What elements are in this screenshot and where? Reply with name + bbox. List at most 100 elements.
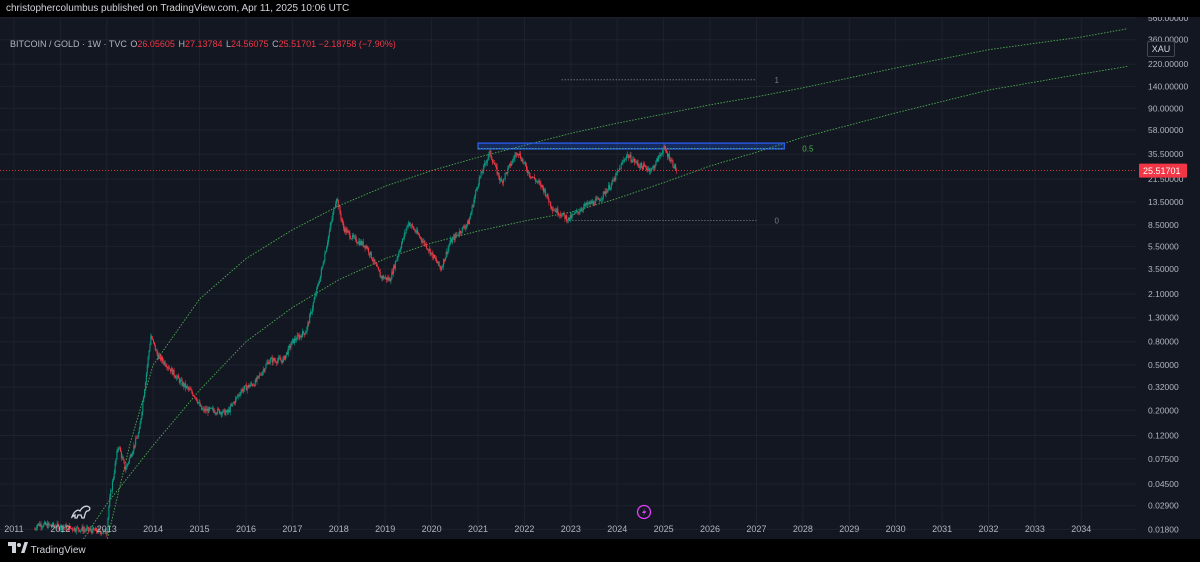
price-chart[interactable]: 10.50 560.00000360.00000220.00000140.000… <box>0 13 1200 542</box>
candle-body <box>102 530 105 533</box>
candle-body <box>526 165 528 170</box>
candle-body <box>375 262 377 265</box>
candle-body <box>246 387 248 391</box>
candle-body <box>88 529 90 531</box>
candle-body <box>357 243 359 244</box>
candle-body <box>330 222 332 226</box>
candle-body <box>189 388 191 390</box>
candle-body <box>134 445 136 446</box>
candle-body <box>58 525 60 530</box>
candle-body <box>66 526 68 530</box>
candle-body <box>604 191 606 195</box>
candle-body <box>124 462 126 471</box>
candle-body <box>94 528 97 531</box>
candle-body <box>398 252 400 256</box>
candle-body <box>641 163 643 167</box>
candle-body <box>360 241 362 246</box>
candle-body <box>120 451 122 458</box>
candle-body <box>160 355 162 361</box>
candle-body <box>188 388 190 390</box>
candle-body <box>335 199 338 204</box>
y-tick-label: 90.00000 <box>1148 103 1184 113</box>
candle-body <box>348 231 350 233</box>
candle-body <box>535 181 537 182</box>
high-value: 27.13784 <box>184 39 223 49</box>
candle-body <box>484 163 486 165</box>
candle-body <box>225 412 227 415</box>
candle-body <box>295 340 297 341</box>
candle-body <box>247 385 249 388</box>
candle-body <box>395 260 397 262</box>
candle-body <box>197 402 199 403</box>
candle-body <box>233 401 235 404</box>
candle-body <box>116 450 118 459</box>
candle-body <box>54 526 56 528</box>
candle-body <box>96 531 98 533</box>
candle-body <box>515 152 517 156</box>
currency-button[interactable]: XAU <box>1147 41 1175 57</box>
candle-body <box>89 528 91 530</box>
lightning-icon[interactable] <box>636 504 652 520</box>
candle-body <box>253 385 255 386</box>
candle-body <box>459 230 462 234</box>
candle-body <box>152 338 154 340</box>
candle-body <box>627 154 629 159</box>
candle-body <box>611 180 613 184</box>
candle-body <box>508 165 510 168</box>
candle-body <box>652 166 654 168</box>
x-tick-label: 2028 <box>793 524 813 534</box>
candle-body <box>517 153 519 156</box>
candle-body <box>208 407 210 413</box>
candle-body <box>161 357 163 361</box>
candle-body <box>572 214 574 215</box>
candle-body <box>200 405 202 407</box>
candle-body <box>194 395 196 398</box>
candle-body <box>85 529 87 531</box>
candle-body <box>76 527 78 532</box>
candle-body <box>544 189 546 196</box>
candle-body <box>663 146 665 150</box>
candle-body <box>577 211 579 214</box>
candle-body <box>53 526 55 527</box>
candle-body <box>212 408 214 411</box>
candle-body <box>575 210 578 213</box>
candle-body <box>365 245 367 249</box>
candle-body <box>362 241 364 247</box>
open-key: O <box>130 39 138 49</box>
trend-curves <box>83 28 1128 542</box>
candle-body <box>643 164 645 166</box>
candle-body <box>69 525 72 529</box>
candle-body <box>59 528 61 530</box>
candle-body <box>483 164 485 172</box>
candle-body <box>261 372 263 375</box>
candle-body <box>43 523 45 527</box>
candle-body <box>169 368 171 370</box>
candle-body <box>559 214 562 216</box>
candle-body <box>301 331 304 338</box>
candle-body <box>617 170 619 174</box>
candle-body <box>339 206 341 213</box>
candle-body <box>588 202 590 204</box>
candle-body <box>529 175 531 177</box>
chart-pane[interactable]: 1 0.5 0 560.00000 360.00000 220.00000 140.000… <box>0 13 1200 542</box>
candle-body <box>385 277 387 280</box>
candle-body <box>584 203 587 206</box>
candle-body <box>107 517 109 531</box>
candle-body <box>439 265 441 268</box>
candle-body <box>466 224 468 227</box>
candle-body <box>548 198 550 203</box>
candle-body <box>364 245 366 249</box>
price-axis[interactable] <box>1137 17 1200 539</box>
candle-body <box>381 276 383 279</box>
candle-body <box>237 394 239 397</box>
candle-body <box>576 210 578 212</box>
last-price-badge: 25.51701 <box>1139 163 1187 178</box>
candle-body <box>384 277 386 279</box>
candle-body <box>492 159 494 163</box>
candle-body <box>112 477 114 481</box>
candle-body <box>534 179 537 182</box>
candle-body <box>41 526 43 528</box>
candle-body <box>495 164 497 167</box>
candle-body <box>658 155 661 156</box>
grid <box>0 17 1137 530</box>
